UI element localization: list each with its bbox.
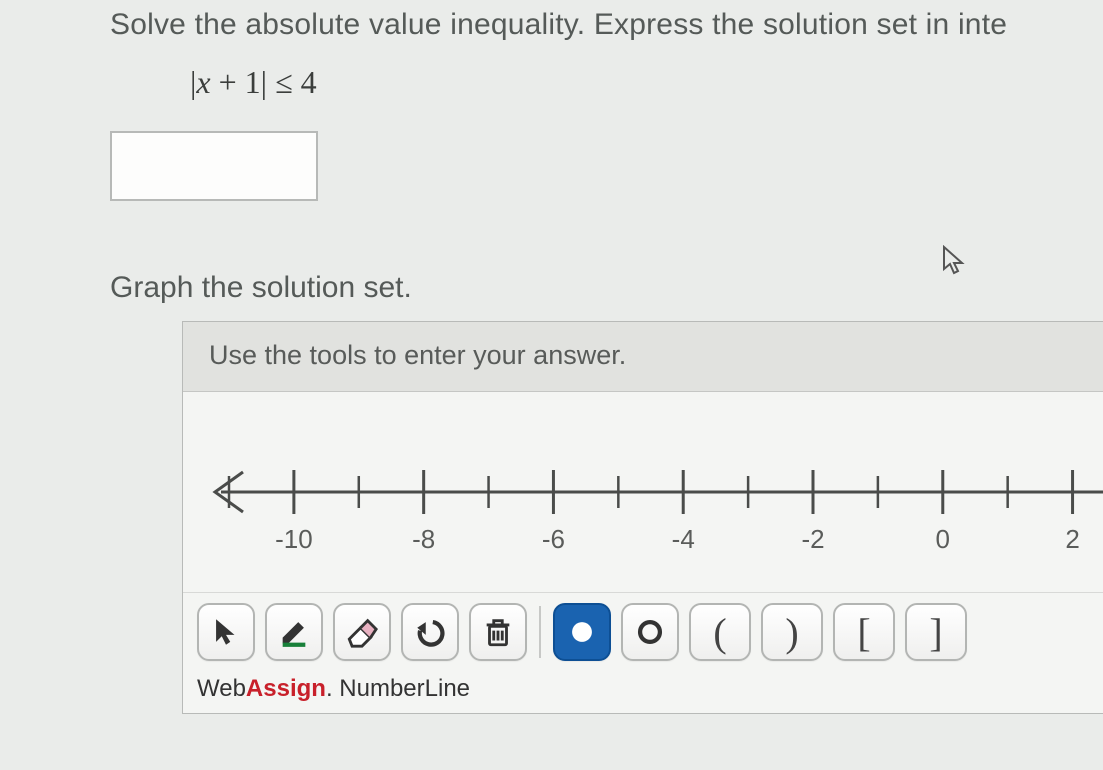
numberline-canvas[interactable]: -10 -8 -6 -4 -2 0 2	[183, 392, 1103, 592]
brand-assign: Assign	[246, 675, 326, 702]
open-bracket-tool[interactable]: [	[833, 603, 895, 661]
svg-text:-4: -4	[672, 524, 695, 554]
draw-tool[interactable]	[265, 603, 323, 661]
numberline-svg[interactable]: -10 -8 -6 -4 -2 0 2	[183, 392, 1103, 592]
tool-header: Use the tools to enter your answer.	[183, 322, 1103, 392]
erase-tool[interactable]	[333, 603, 391, 661]
svg-text:2: 2	[1065, 524, 1079, 554]
brand-product: NumberLine	[339, 675, 470, 702]
brand-web: Web	[197, 675, 246, 702]
pointer-tool[interactable]	[197, 603, 255, 661]
pointer-icon	[209, 615, 243, 649]
svg-text:0: 0	[936, 524, 950, 554]
variable-x: x	[196, 64, 210, 100]
svg-text:-8: -8	[412, 524, 435, 554]
undo-tool[interactable]	[401, 603, 459, 661]
numberline-tool: Use the tools to enter your answer. -10-…	[182, 321, 1103, 714]
trash-icon	[481, 615, 515, 649]
close-paren-tool[interactable]: )	[761, 603, 823, 661]
svg-text:-2: -2	[801, 524, 824, 554]
brand-sep: .	[326, 675, 339, 702]
const: 1	[245, 64, 261, 100]
toolbar-divider	[539, 606, 541, 658]
svg-text:-10: -10	[275, 524, 313, 554]
filled-circle-icon	[565, 615, 599, 649]
equation: |x + 1| ≤ 4	[110, 42, 1103, 101]
undo-icon	[413, 615, 447, 649]
brand-label: WebAssign. NumberLine	[183, 669, 1103, 713]
answer-input[interactable]	[110, 131, 318, 201]
question-prompt: Solve the absolute value inequality. Exp…	[110, 0, 1103, 42]
open-paren-tool[interactable]: (	[689, 603, 751, 661]
rhs: 4	[301, 64, 317, 100]
plus: +	[211, 64, 245, 100]
graph-label: Graph the solution set.	[110, 201, 1103, 305]
pencil-icon	[277, 615, 311, 649]
close-bracket-tool[interactable]: ]	[905, 603, 967, 661]
closed-point-tool[interactable]	[553, 603, 611, 661]
operator-le: ≤	[275, 64, 301, 100]
open-point-tool[interactable]	[621, 603, 679, 661]
open-circle-icon	[633, 615, 667, 649]
eraser-icon	[345, 615, 379, 649]
toolbar: ( ) [ ]	[183, 592, 1103, 669]
svg-text:-6: -6	[542, 524, 565, 554]
clear-tool[interactable]	[469, 603, 527, 661]
abs-close: |	[261, 64, 275, 100]
